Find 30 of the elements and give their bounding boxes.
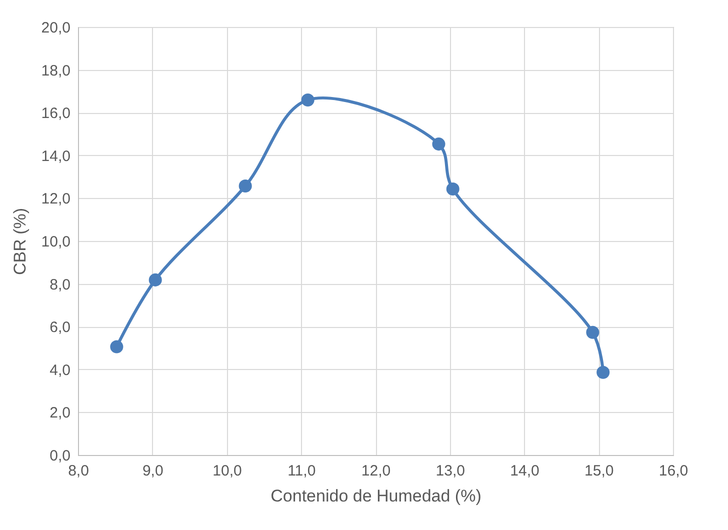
x-tick-label: 10,0 — [212, 462, 242, 480]
y-tick-label: 20,0 — [41, 20, 70, 36]
x-tick-label: 15,0 — [584, 462, 614, 480]
y-tick-label: 18,0 — [41, 62, 70, 80]
x-tick-label: 14,0 — [510, 462, 540, 480]
y-tick-label: 0,0 — [50, 448, 70, 464]
x-tick-label: 11,0 — [288, 462, 316, 480]
y-tick-label: 4,0 — [50, 362, 70, 379]
y-tick-label: 10,0 — [41, 234, 70, 250]
x-tick-label: 16,0 — [658, 462, 688, 480]
point — [596, 366, 610, 379]
point — [148, 273, 162, 286]
point — [301, 93, 314, 106]
x-tick-label: 13,0 — [436, 462, 465, 480]
x-tick-label: 12,0 — [361, 462, 391, 480]
y-tick-label: 16,0 — [41, 105, 70, 122]
point — [446, 182, 460, 196]
y-tick-label: 12,0 — [41, 190, 70, 208]
point — [432, 138, 446, 151]
y-tick-label: 8,0 — [50, 276, 70, 294]
y-axis-title: CBR (%) — [10, 208, 30, 276]
x-tick-label: 9,0 — [142, 462, 164, 480]
point — [586, 326, 600, 339]
x-axis-title: Contenido de Humedad (%) — [270, 486, 482, 506]
y-tick-label: 2,0 — [50, 404, 70, 422]
x-tick-label: 8,0 — [68, 462, 89, 480]
point — [110, 340, 124, 354]
point — [238, 179, 252, 193]
y-tick-label: 14,0 — [41, 148, 70, 165]
y-tick-label: 6,0 — [50, 319, 70, 336]
